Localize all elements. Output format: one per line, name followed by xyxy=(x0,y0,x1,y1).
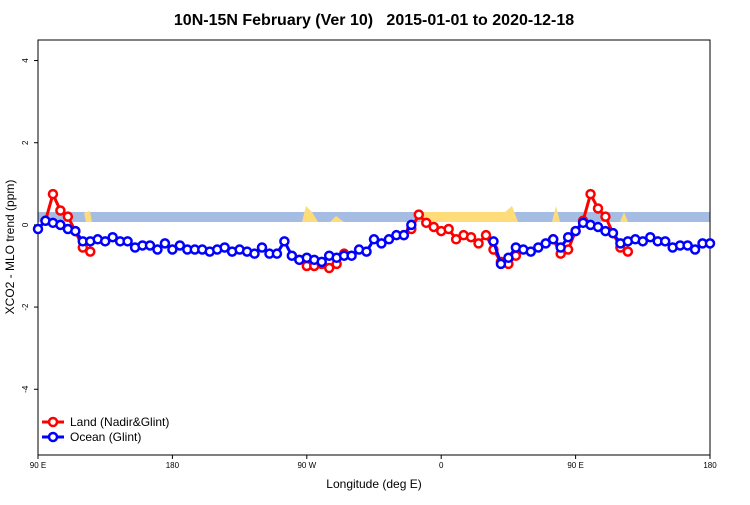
ocean-strip xyxy=(38,212,710,222)
y-tick-label: -4 xyxy=(21,385,30,393)
data-point xyxy=(376,238,387,249)
land-ocean-strip xyxy=(38,206,710,222)
data-point xyxy=(637,236,649,247)
data-point xyxy=(279,236,290,247)
y-tick-label: 4 xyxy=(21,58,30,63)
data-point xyxy=(62,211,74,222)
data-point xyxy=(600,211,611,222)
data-point xyxy=(368,234,380,245)
data-point xyxy=(323,262,335,274)
data-point xyxy=(256,242,268,253)
data-point xyxy=(682,240,693,251)
x-tick-label: 90 W xyxy=(297,461,316,470)
data-point xyxy=(249,248,260,259)
data-point xyxy=(219,242,230,253)
data-point xyxy=(450,234,462,245)
data-point xyxy=(144,240,156,251)
data-point xyxy=(167,244,178,255)
data-point xyxy=(361,246,372,257)
data-point xyxy=(346,250,357,261)
legend-item: Land (Nadir&Glint) xyxy=(42,415,169,429)
data-point xyxy=(592,221,604,233)
x-tick-label: 180 xyxy=(166,461,180,470)
y-tick-label: 2 xyxy=(21,140,30,145)
data-point xyxy=(383,234,395,245)
data-point xyxy=(473,238,484,249)
data-point xyxy=(540,238,551,249)
data-point xyxy=(555,242,566,253)
data-point xyxy=(645,231,656,243)
data-point xyxy=(152,244,163,255)
data-point xyxy=(547,234,559,245)
land-strip xyxy=(84,206,628,222)
data-point xyxy=(47,188,59,200)
legend-label: Land (Nadir&Glint) xyxy=(70,415,169,429)
data-point xyxy=(398,229,410,241)
data-point xyxy=(488,236,499,247)
data-point xyxy=(413,209,425,220)
data-point xyxy=(503,252,514,264)
data-point xyxy=(704,238,716,249)
data-point xyxy=(85,246,96,257)
x-tick-label: 180 xyxy=(703,461,717,470)
x-tick-label: 90 E xyxy=(567,461,583,470)
chart-title: 10N-15N February (Ver 10) 2015-01-01 to … xyxy=(174,12,574,29)
data-point xyxy=(316,256,327,268)
data-point xyxy=(55,205,66,216)
data-point xyxy=(159,238,171,249)
data-point xyxy=(465,231,477,243)
data-point xyxy=(32,223,44,235)
data-point xyxy=(122,236,133,247)
x-axis-label: Longitude (deg E) xyxy=(326,477,421,491)
data-point xyxy=(689,244,701,255)
legend-label: Ocean (Glint) xyxy=(70,430,141,444)
data-point xyxy=(421,217,432,229)
y-axis-label: XCO2 - MLO trend (ppm) xyxy=(3,180,17,315)
data-point xyxy=(585,188,596,200)
legend-item: Ocean (Glint) xyxy=(42,430,141,444)
y-tick-label: 0 xyxy=(21,222,30,227)
data-point xyxy=(174,240,186,251)
data-point xyxy=(428,221,439,233)
data-point xyxy=(495,258,507,270)
y-tick-label: -2 xyxy=(21,303,30,311)
data-point xyxy=(607,227,619,239)
data-point xyxy=(592,203,604,214)
data-point xyxy=(99,236,111,247)
data-point xyxy=(480,229,492,241)
data-point xyxy=(70,225,81,237)
x-tick-label: 90 E xyxy=(30,461,46,470)
data-point xyxy=(622,246,634,257)
data-point xyxy=(286,250,298,261)
data-point xyxy=(107,231,118,243)
data-point xyxy=(55,219,66,231)
data-point xyxy=(406,219,417,231)
data-point xyxy=(562,231,574,243)
data-point xyxy=(443,223,454,235)
legend-marker xyxy=(47,416,59,428)
legend-marker xyxy=(47,431,59,443)
data-point xyxy=(271,248,283,259)
data-point xyxy=(533,242,544,253)
data-point xyxy=(659,236,671,247)
data-point xyxy=(525,246,537,257)
data-point xyxy=(570,225,581,237)
x-tick-label: 0 xyxy=(439,461,444,470)
